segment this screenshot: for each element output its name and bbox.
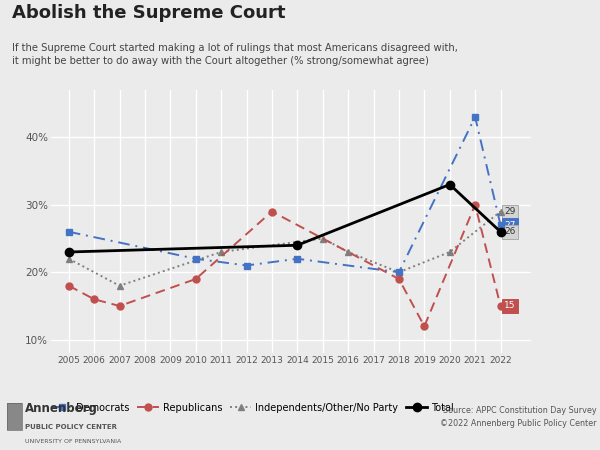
Text: UNIVERSITY OF PENNSYLVANIA: UNIVERSITY OF PENNSYLVANIA xyxy=(25,439,121,444)
Text: Abolish the Supreme Court: Abolish the Supreme Court xyxy=(12,4,286,22)
Text: If the Supreme Court started making a lot of rulings that most Americans disagre: If the Supreme Court started making a lo… xyxy=(12,43,458,66)
Bar xyxy=(7,403,22,430)
Text: 27: 27 xyxy=(505,220,516,230)
Text: 15: 15 xyxy=(505,302,516,310)
Text: 29: 29 xyxy=(505,207,516,216)
Text: Annenberg: Annenberg xyxy=(25,402,98,415)
Text: PUBLIC POLICY CENTER: PUBLIC POLICY CENTER xyxy=(25,424,117,430)
Text: Source: APPC Constitution Day Survey
©2022 Annenberg Public Policy Center: Source: APPC Constitution Day Survey ©20… xyxy=(440,406,597,428)
Text: 26: 26 xyxy=(505,227,516,236)
Bar xyxy=(7,403,22,430)
Legend: Democrats, Republicans, Independents/Other/No Party, Total: Democrats, Republicans, Independents/Oth… xyxy=(47,399,458,417)
